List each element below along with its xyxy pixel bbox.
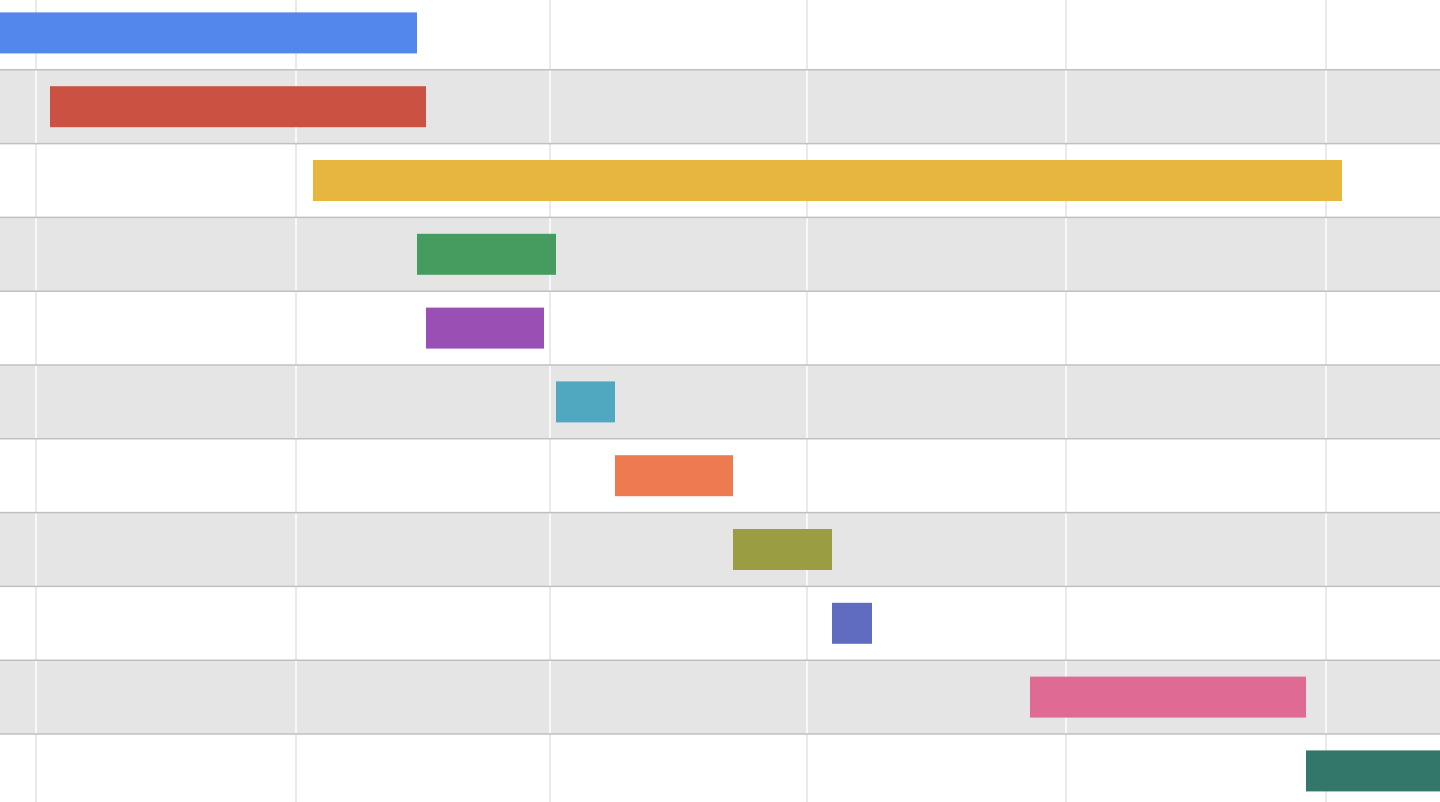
task-bar <box>1306 750 1440 792</box>
row-band <box>0 291 1440 365</box>
task-bar <box>832 602 872 644</box>
row-band <box>0 217 1440 292</box>
row-band <box>0 734 1440 802</box>
row-band <box>0 586 1440 661</box>
row-dividers <box>0 69 1440 735</box>
task-bar <box>556 381 615 423</box>
row-band <box>0 512 1440 587</box>
task-bar <box>733 529 832 570</box>
row-band <box>0 365 1440 439</box>
task-bar <box>50 86 426 128</box>
task-bar <box>313 160 1342 201</box>
task-bar <box>615 455 733 497</box>
task-bar <box>1030 676 1306 718</box>
task-bar <box>417 233 556 275</box>
task-bars <box>0 12 1440 792</box>
task-bar <box>0 12 417 54</box>
task-bar <box>426 307 544 349</box>
gridlines <box>35 0 1327 802</box>
